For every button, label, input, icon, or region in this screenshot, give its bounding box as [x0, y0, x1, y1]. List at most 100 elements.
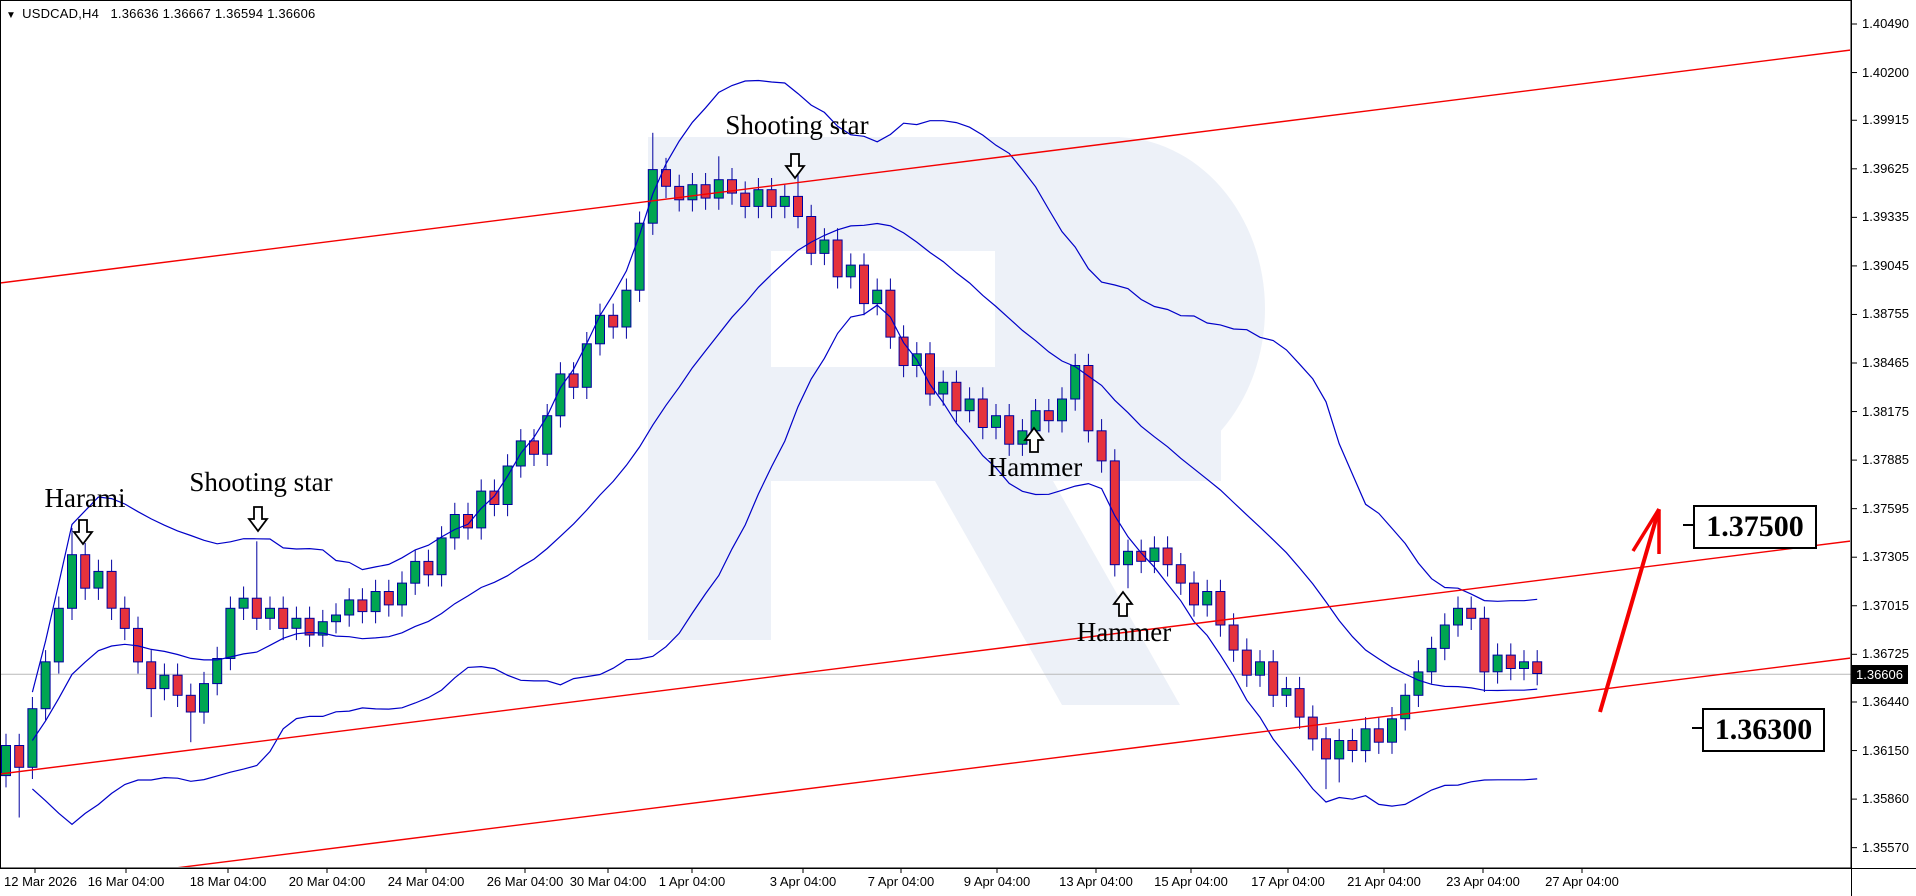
candle-bullish [647, 169, 658, 224]
time-axis-label: 24 Mar 04:00 [387, 874, 465, 889]
candle-bearish [793, 195, 803, 217]
candle-bullish [27, 708, 38, 768]
time-axis-label: 1 Apr 04:00 [658, 874, 726, 889]
candle-bullish [938, 381, 949, 395]
bollinger-band-up [31, 79, 1538, 693]
candle-bullish [67, 554, 77, 609]
forecast-arrow-barb_left[interactable] [1631, 508, 1661, 552]
harami-down-arrow-icon[interactable] [72, 519, 94, 546]
candle-bearish [1175, 564, 1186, 584]
candle-bullish [555, 373, 566, 417]
bollinger-band-mid [31, 222, 1538, 741]
candle-bullish [436, 537, 447, 576]
candle-bullish [845, 264, 856, 278]
candle-bearish [1505, 654, 1516, 669]
forecast-arrow-shaft[interactable] [1598, 508, 1661, 713]
candle-bearish [1189, 582, 1199, 606]
candle-bullish [713, 179, 724, 199]
symbol-dropdown-icon[interactable]: ▼ [6, 10, 17, 21]
candle-bullish [1030, 410, 1041, 432]
candles-group [1, 132, 1543, 818]
candle-bullish [1057, 398, 1067, 422]
price-axis-label: 1.38465 [1862, 355, 1909, 370]
price-axis-label: 1.37885 [1862, 452, 1909, 468]
hammer_low-up-arrow-icon[interactable] [1112, 590, 1134, 617]
annotation-harami[interactable]: Harami [44, 483, 126, 513]
candle-bullish [53, 607, 64, 663]
candle-bullish [1426, 647, 1437, 673]
candle-bearish [832, 239, 843, 278]
candle-bullish [753, 189, 764, 207]
candle-bullish [595, 314, 605, 345]
candle-bearish [1294, 688, 1305, 718]
price-axis-label: 1.39045 [1862, 257, 1909, 273]
candle-bearish [951, 381, 962, 412]
candle-bearish [1479, 617, 1490, 673]
candle-bearish [1228, 624, 1239, 651]
candle-bullish [621, 289, 632, 328]
price-axis-label: 1.35570 [1862, 839, 1909, 855]
candle-bearish [304, 617, 315, 636]
candle-bearish [80, 554, 91, 589]
time-axis-label: 3 Apr 04:00 [769, 874, 837, 889]
shooting_star_left-down-arrow-icon[interactable] [247, 506, 269, 533]
time-axis-label: 30 Mar 04:00 [569, 874, 647, 889]
price-axis-label: 1.38175 [1862, 403, 1909, 419]
candle-bearish [146, 661, 157, 690]
time-axis-label: 7 Apr 04:00 [867, 874, 935, 889]
time-axis-label: 15 Apr 04:00 [1154, 874, 1228, 889]
candle-bullish [212, 658, 223, 685]
time-axis-label: 21 Apr 04:00 [1347, 874, 1421, 889]
shooting_star_top-down-arrow-icon[interactable] [784, 153, 806, 180]
candle-bullish [1439, 624, 1450, 649]
annotation-hammer-mid[interactable]: Hammer [987, 452, 1083, 482]
time-axis-label: 13 Apr 04:00 [1059, 874, 1133, 889]
candle-bearish [1307, 716, 1318, 740]
trend-channel-line-2[interactable] [0, 657, 1851, 890]
price-level-label[interactable]: 1.37500 [1693, 505, 1817, 549]
candle-bearish [1109, 460, 1120, 566]
candle-bullish [93, 570, 104, 589]
trend-channel-line-1[interactable] [0, 540, 1851, 775]
candle-bearish [727, 179, 737, 194]
candle-bullish [1519, 661, 1529, 669]
candle-bullish [159, 674, 170, 690]
candle-bullish [238, 597, 249, 609]
price-axis-label: 1.36440 [1862, 694, 1909, 709]
candle-bullish [502, 465, 513, 505]
candle-bullish [964, 398, 975, 412]
annotation-shooting-star-top[interactable]: Shooting star [725, 110, 869, 140]
candle-bearish [1466, 607, 1477, 619]
hammer_mid-up-arrow-icon[interactable] [1023, 426, 1045, 453]
candle-bearish [529, 440, 539, 455]
candle-bearish [740, 192, 751, 208]
candle-bearish [1043, 410, 1054, 422]
candle-bullish [199, 683, 209, 713]
candle-bearish [661, 169, 671, 187]
price-axis-label: 1.40490 [1862, 16, 1909, 31]
trend-channel-line-0[interactable] [0, 49, 1851, 284]
candle-bearish [383, 591, 394, 606]
candle-bullish [1017, 430, 1028, 445]
annotation-hammer-low[interactable]: Hammer [1076, 617, 1172, 647]
candle-bearish [185, 694, 196, 713]
price-axis-label: 1.39625 [1862, 160, 1909, 176]
candle-bullish [331, 614, 341, 623]
candle-bullish [476, 490, 487, 529]
candle-bearish [14, 745, 25, 768]
candle-bullish [1281, 688, 1292, 696]
candle-bearish [700, 184, 711, 199]
price-axis-label: 1.36150 [1862, 742, 1909, 758]
time-axis-label: 17 Apr 04:00 [1251, 874, 1325, 889]
price-level-label[interactable]: 1.36300 [1702, 708, 1825, 752]
candle-bullish [265, 607, 275, 619]
annotation-shooting-star-left[interactable]: Shooting star [189, 467, 333, 497]
candle-bearish [1215, 591, 1226, 626]
candle-bearish [1347, 740, 1358, 751]
price-axis-label: 1.37305 [1862, 549, 1909, 565]
chart-title: ▼ USDCAD,H4 1.36636 1.36667 1.36594 1.366… [6, 6, 315, 21]
candle-bearish [806, 216, 817, 254]
candle-bearish [925, 353, 935, 395]
time-axis-label: 12 Mar 2026 [4, 874, 77, 889]
